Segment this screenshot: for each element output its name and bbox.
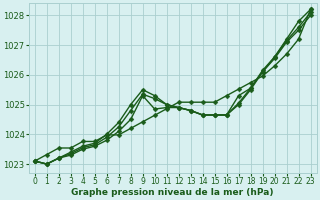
X-axis label: Graphe pression niveau de la mer (hPa): Graphe pression niveau de la mer (hPa): [71, 188, 274, 197]
